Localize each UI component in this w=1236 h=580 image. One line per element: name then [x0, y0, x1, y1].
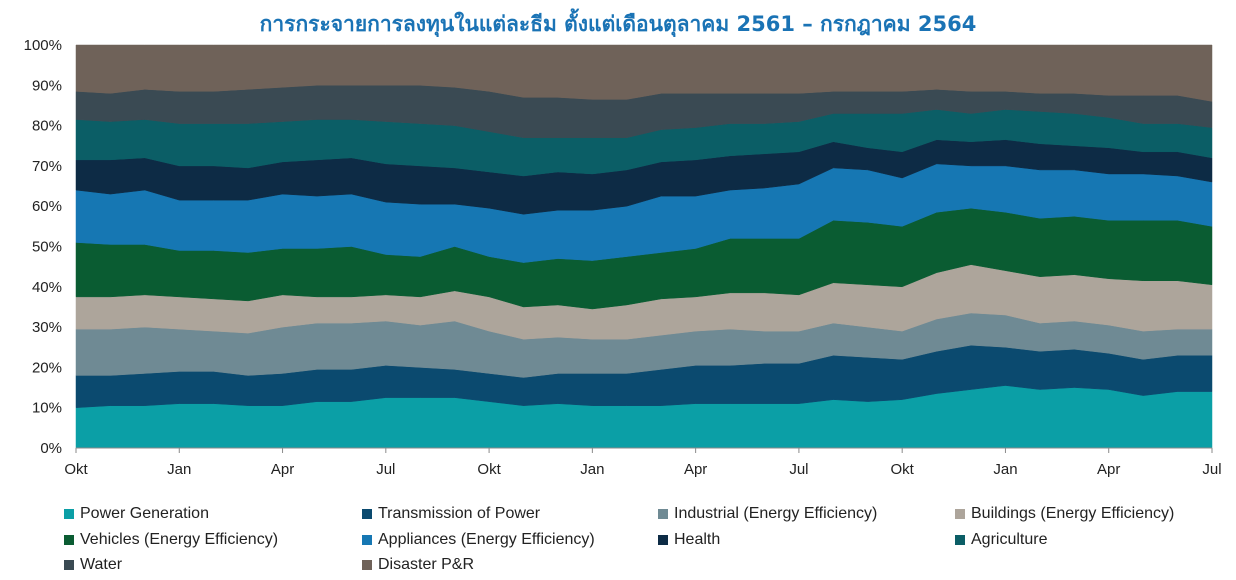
y-tick-label: 90% [32, 77, 62, 94]
y-tick-label: 60% [32, 198, 62, 215]
y-tick-label: 70% [32, 158, 62, 175]
x-tick-label: Okt [891, 461, 915, 478]
x-tick-label: Jul [789, 461, 808, 478]
y-tick-label: 30% [32, 319, 62, 336]
x-tick-label: Okt [477, 461, 501, 478]
x-tick-label: Okt [64, 461, 88, 478]
y-tick-label: 80% [32, 118, 62, 135]
y-tick-labels: 0% 10% 20% 30% 40% 50% 60% 70% 80% 90% 100% [24, 37, 62, 457]
y-tick-label: 10% [32, 400, 62, 417]
x-tick-label: Jan [167, 461, 191, 478]
area-disaster-p-r [75, 44, 1213, 102]
x-tick-label: Jan [580, 461, 604, 478]
x-tick-labels: Okt Jan Apr Jul Okt Jan Apr Jul Okt Jan Apr Jul [64, 461, 1221, 478]
y-tick-label: 40% [32, 279, 62, 296]
y-tick-label: 0% [40, 440, 62, 457]
x-tick-label: Jul [376, 461, 395, 478]
x-tick-label: Jul [1202, 461, 1221, 478]
x-tick-label: Apr [271, 461, 294, 478]
y-tick-label: 50% [32, 239, 62, 256]
chart-title: การกระจายการลงทุนในแต่ละธีม ตั้งแต่เดือน… [259, 12, 977, 36]
area-series-group [75, 44, 1213, 449]
y-tick-label: 100% [24, 37, 62, 54]
axes-group [75, 447, 1213, 453]
y-tick-label: 20% [32, 359, 62, 376]
x-tick-label: Apr [1097, 461, 1120, 478]
x-tick-label: Jan [993, 461, 1017, 478]
x-tick-label: Apr [684, 461, 707, 478]
